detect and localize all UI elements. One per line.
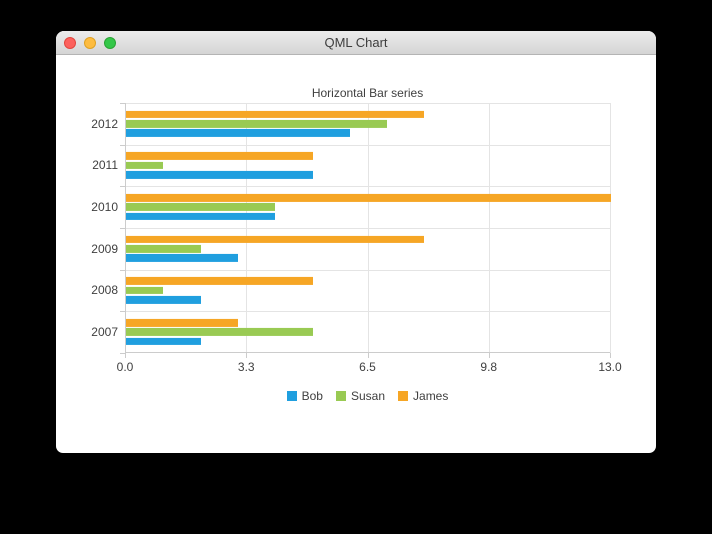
- bar-bob-2009: [126, 254, 238, 262]
- bar-susan-2009: [126, 245, 201, 253]
- bar-susan-2010: [126, 203, 276, 211]
- y-axis-tick: [120, 186, 125, 188]
- legend-label-james: James: [413, 389, 449, 403]
- category-row-2012: 2012: [91, 103, 611, 145]
- bar-bob-2011: [126, 170, 313, 179]
- y-axis-category-label: 2008: [91, 283, 118, 298]
- x-axis-tick: [246, 353, 248, 358]
- legend-marker-james: [398, 391, 409, 401]
- legend-label-bob: Bob: [301, 389, 323, 403]
- bar-james-2010: [126, 194, 611, 202]
- bar-james-2011: [126, 152, 313, 160]
- window-titlebar[interactable]: QML Chart: [56, 31, 656, 55]
- chart-title: Horizontal Bar series: [311, 86, 424, 100]
- gridline-vertical: [246, 103, 248, 353]
- y-axis-tick: [120, 353, 125, 354]
- y-axis-tick: [120, 311, 125, 313]
- x-axis-tick: [610, 353, 611, 358]
- legend-label-susan: Susan: [350, 389, 386, 403]
- bar-james-2009: [126, 235, 425, 244]
- bar-bob-2008: [126, 295, 201, 304]
- bar-bob-2010: [126, 212, 276, 221]
- bar-susan-2011: [126, 161, 164, 170]
- bar-bob-2007: [126, 337, 201, 346]
- x-axis-tick: [125, 353, 126, 358]
- y-axis-category-label: 2009: [91, 241, 118, 256]
- category-row-2011: 2011: [92, 145, 611, 187]
- legend-marker-bob: [286, 391, 297, 401]
- gridline-vertical: [367, 103, 369, 353]
- minimize-button[interactable]: [84, 37, 96, 49]
- y-axis-category-label: 2012: [91, 116, 118, 131]
- x-axis-tick: [488, 353, 490, 358]
- y-axis-tick: [120, 269, 125, 271]
- y-axis-line: [125, 103, 126, 353]
- y-axis-tick: [120, 228, 125, 229]
- window-title: QML Chart: [324, 35, 388, 50]
- bar-group-2008: [126, 277, 611, 304]
- category-row-2010: 2010: [91, 186, 611, 228]
- legend-item-susan: Susan: [335, 389, 386, 403]
- category-row-2008: 2008: [91, 270, 611, 312]
- x-axis-tick-label: 0.0: [116, 360, 134, 374]
- y-axis-category-label: 2010: [91, 200, 118, 215]
- y-axis-tick: [120, 144, 125, 146]
- bar-james-2007: [126, 319, 238, 327]
- bar-group-2011: [126, 152, 611, 179]
- bar-james-2008: [126, 277, 313, 285]
- category-row-2007: 2007: [91, 311, 611, 353]
- bar-group-2010: [126, 194, 611, 221]
- category-row-2009: 2009: [91, 228, 611, 270]
- plot-area: 2012 2011 2010 2009 2008 2007 0.0 3.3 6.5 9.8 13.0: [91, 103, 622, 374]
- legend: Bob Susan James: [125, 389, 610, 403]
- x-axis-tick-label: 3.3: [237, 360, 255, 374]
- y-axis-category-label: 2007: [91, 325, 118, 340]
- y-axis-tick: [120, 103, 125, 104]
- gridline-vertical: [610, 103, 611, 353]
- x-axis-line: [125, 352, 610, 353]
- zoom-button[interactable]: [104, 37, 116, 49]
- x-axis-tick-label: 9.8: [480, 360, 498, 374]
- x-axis-tick-label: 13.0: [598, 360, 622, 374]
- bar-susan-2007: [126, 328, 313, 336]
- legend-item-james: James: [398, 389, 448, 403]
- legend-item-bob: Bob: [286, 389, 323, 403]
- x-axis-tick-label: 6.5: [359, 360, 376, 374]
- bar-susan-2012: [126, 120, 388, 128]
- y-axis-category-label: 2011: [92, 158, 118, 173]
- legend-marker-susan: [335, 391, 346, 401]
- bar-susan-2008: [126, 286, 164, 295]
- bar-group-2012: [126, 110, 611, 137]
- gridline-vertical: [488, 103, 490, 353]
- bar-bob-2012: [126, 129, 350, 137]
- bar-group-2009: [126, 235, 611, 262]
- close-button[interactable]: [64, 37, 76, 49]
- app-window: QML Chart Horizontal Bar series 2012 2011…: [56, 31, 656, 453]
- bar-group-2007: [126, 319, 611, 346]
- bar-james-2012: [126, 110, 425, 119]
- x-axis-tick: [367, 353, 369, 358]
